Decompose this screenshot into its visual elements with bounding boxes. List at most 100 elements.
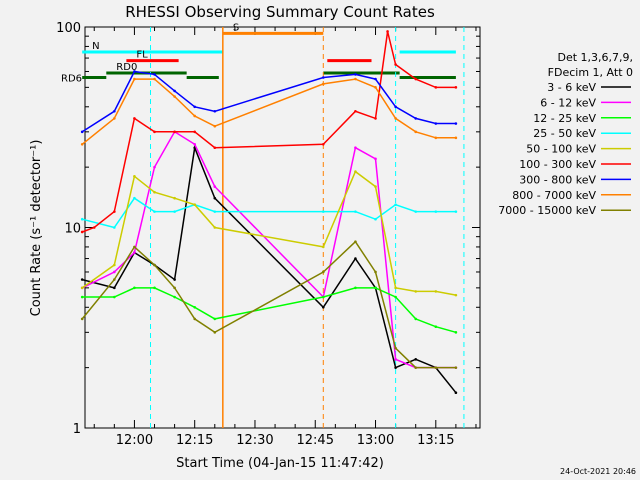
data-point — [394, 366, 397, 369]
data-point — [374, 286, 377, 290]
data-point — [80, 278, 84, 281]
series-line — [81, 170, 457, 296]
data-point — [153, 130, 156, 134]
data-point — [374, 117, 377, 120]
data-point — [193, 105, 196, 109]
data-point — [374, 77, 377, 81]
legend-label: 3 - 6 keV — [547, 81, 596, 94]
data-point — [92, 226, 96, 229]
data-point — [113, 270, 116, 274]
data-point — [80, 217, 84, 221]
legend-header-line: Det 1,3,6,7,9, — [557, 51, 633, 64]
data-point — [153, 286, 156, 290]
data-point — [434, 136, 438, 140]
data-point — [173, 196, 176, 200]
legend-label: 7000 - 15000 keV — [498, 204, 596, 217]
data-point — [213, 124, 217, 128]
data-point — [133, 175, 136, 178]
data-point — [133, 77, 136, 81]
series-line — [82, 197, 456, 229]
data-point — [113, 210, 116, 213]
data-point — [414, 366, 418, 369]
plot-area: 1 10 100 12:00 12:15 12:30 12:45 13:00 13:15 RD0 R… — [56, 21, 481, 448]
legend-label: 25 - 50 keV — [533, 127, 596, 140]
legend-header-line: FDecim 1, Att 0 — [548, 66, 633, 79]
series-line — [82, 144, 457, 394]
legend: Det 1,3,6,7,9, FDecim 1, Att 0 3 - 6 keV… — [498, 51, 633, 217]
data-point — [153, 73, 156, 76]
data-point — [321, 295, 325, 299]
data-point — [133, 286, 136, 290]
flag-label: N — [92, 41, 99, 52]
x-tick-label: 12:45 — [297, 433, 334, 448]
data-point — [113, 278, 116, 281]
data-point — [321, 245, 325, 249]
data-point — [354, 240, 357, 243]
data-point — [434, 86, 438, 89]
data-point — [434, 366, 438, 369]
data-point — [153, 165, 156, 169]
data-point — [133, 117, 136, 120]
data-point — [394, 358, 397, 361]
x-tick-label: 13:00 — [357, 433, 394, 448]
data-point — [414, 317, 418, 321]
flag-label: FL — [136, 50, 148, 61]
data-point — [213, 109, 217, 113]
data-point — [173, 295, 176, 299]
data-point — [213, 331, 217, 334]
data-point — [434, 325, 438, 329]
y-tick-label: 10 — [64, 222, 81, 237]
data-point — [213, 146, 217, 150]
data-point — [113, 263, 116, 267]
legend-label: 100 - 300 keV — [519, 158, 596, 171]
data-point — [394, 346, 397, 350]
legend-label: 6 - 12 keV — [540, 96, 596, 109]
series-line — [81, 240, 456, 369]
data-point — [321, 82, 325, 86]
data-point — [374, 270, 377, 274]
legend-label: 800 - 7000 keV — [512, 189, 596, 202]
y-tick-label: 100 — [56, 21, 81, 36]
data-point — [113, 117, 116, 120]
data-point — [133, 70, 136, 73]
data-point — [434, 210, 438, 213]
y-tick-label: 1 — [73, 422, 81, 437]
legend-label: 50 - 100 keV — [526, 143, 596, 156]
data-point — [113, 226, 116, 229]
data-point — [354, 286, 357, 290]
data-point — [454, 210, 458, 213]
data-point — [321, 76, 325, 79]
data-point — [173, 210, 176, 213]
data-point — [434, 122, 438, 125]
data-point — [213, 210, 217, 213]
data-point — [80, 130, 84, 134]
series-line — [81, 70, 456, 133]
data-point — [394, 63, 397, 66]
data-point — [321, 142, 325, 146]
data-point — [354, 170, 357, 173]
data-point — [173, 286, 176, 290]
x-axis-label: Start Time (04-Jan-15 11:47:42) — [176, 456, 384, 471]
data-point — [133, 251, 136, 254]
chart-title: RHESSI Observing Summary Count Rates — [125, 3, 435, 21]
data-point — [193, 142, 196, 146]
data-point — [394, 117, 397, 120]
data-point — [414, 290, 418, 293]
data-point — [321, 210, 325, 213]
series-line — [81, 130, 456, 369]
data-point — [133, 245, 136, 249]
data-point — [153, 77, 156, 81]
timestamp: 24-Oct-2021 20:46 — [560, 467, 636, 476]
data-point — [113, 286, 116, 290]
flag-label: RD0 — [116, 62, 137, 73]
data-point — [354, 210, 357, 213]
flag-label: RD6 — [61, 73, 82, 84]
data-point — [80, 295, 84, 299]
data-point — [454, 122, 458, 125]
data-point — [153, 190, 156, 194]
data-point — [173, 130, 176, 134]
data-point — [213, 317, 217, 321]
data-point — [113, 109, 116, 113]
data-point — [454, 366, 458, 369]
